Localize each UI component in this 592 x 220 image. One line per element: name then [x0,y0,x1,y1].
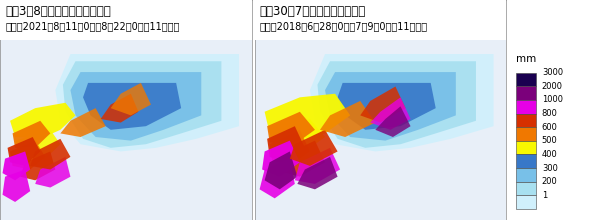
Polygon shape [280,141,325,177]
Polygon shape [320,101,375,137]
Polygon shape [10,103,76,139]
Polygon shape [267,126,305,162]
Polygon shape [10,141,45,169]
Bar [255,40,506,220]
Text: mm: mm [516,54,536,64]
Polygon shape [12,121,50,148]
Bar [516,154,536,168]
Polygon shape [325,72,456,141]
Bar [516,182,536,195]
Polygon shape [8,137,40,166]
Polygon shape [15,130,60,159]
Polygon shape [60,108,105,137]
Polygon shape [297,157,337,189]
Polygon shape [101,94,139,123]
Polygon shape [371,97,411,130]
Polygon shape [267,112,315,144]
Text: 期間：2018年6月28日0時～7月9日0時（11日間）: 期間：2018年6月28日0時～7月9日0時（11日間） [259,22,427,31]
Polygon shape [270,130,310,166]
Text: 令和3年8月の大雨の期間降水量: 令和3年8月の大雨の期間降水量 [5,5,111,18]
Text: 期間：2021年8月11日0時～8月22日0時（11日間）: 期間：2021年8月11日0時～8月22日0時（11日間） [5,22,179,31]
Text: 平成30年7月豪雨の期間降水量: 平成30年7月豪雨の期間降水量 [259,5,366,18]
Polygon shape [375,106,411,137]
Polygon shape [2,169,30,202]
Polygon shape [265,151,297,189]
Polygon shape [317,61,476,148]
Text: 800: 800 [542,109,558,118]
Polygon shape [259,159,295,198]
Bar [516,86,536,100]
Polygon shape [265,94,350,141]
Text: 200: 200 [542,177,558,186]
Bar [0,40,252,220]
Text: 1000: 1000 [542,95,563,104]
Polygon shape [56,54,239,151]
Polygon shape [111,83,151,115]
Polygon shape [83,83,181,130]
Polygon shape [36,157,70,187]
Polygon shape [2,151,30,180]
Bar [255,0,506,40]
Bar [516,73,536,86]
Bar [516,100,536,114]
Polygon shape [270,119,325,155]
Bar [0,0,252,40]
Bar [516,127,536,141]
Text: 600: 600 [542,123,558,132]
Polygon shape [290,130,337,166]
Bar [516,168,536,182]
Polygon shape [360,86,406,123]
Text: 3000: 3000 [542,68,563,77]
Polygon shape [30,139,70,169]
Bar [516,195,536,209]
Polygon shape [337,83,436,130]
Text: 500: 500 [542,136,558,145]
Polygon shape [295,148,340,184]
Polygon shape [63,61,221,148]
Text: 300: 300 [542,164,558,172]
Text: 1: 1 [542,191,547,200]
Polygon shape [262,141,300,177]
Bar [516,141,536,154]
Polygon shape [70,72,201,141]
Polygon shape [20,151,56,180]
Bar [516,114,536,127]
Text: 400: 400 [542,150,558,159]
Text: 2000: 2000 [542,82,563,91]
Polygon shape [310,54,494,151]
